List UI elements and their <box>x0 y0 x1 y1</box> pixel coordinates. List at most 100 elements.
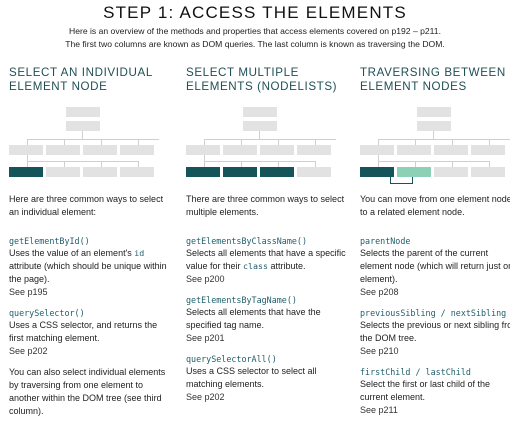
method-description: Uses the value of an element's id attrib… <box>9 248 167 284</box>
heading-line-2: ELEMENTS (NODELISTS) <box>186 80 338 93</box>
tree-node <box>186 167 220 177</box>
method-name: getElementById() <box>9 236 90 246</box>
method-item: getElementById() Uses the value of an el… <box>9 235 169 299</box>
tree-node <box>66 107 100 117</box>
intro-text: Here is an overview of the methods and p… <box>0 25 510 51</box>
tree-connector <box>101 161 102 167</box>
tree-connector <box>204 139 336 140</box>
tree-connector <box>378 161 489 162</box>
column-heading: SELECT MULTIPLE ELEMENTS (NODELISTS) <box>186 66 346 96</box>
tree-node <box>417 121 451 131</box>
tree-node <box>223 145 257 155</box>
method-name: getElementsByClassName() <box>186 236 308 246</box>
tree-node <box>360 145 394 155</box>
method-name: getElementsByTagName() <box>186 295 297 305</box>
tree-node <box>243 107 277 117</box>
tree-connector <box>204 161 315 162</box>
tree-connector <box>64 161 65 167</box>
tree-connector <box>452 139 453 145</box>
tree-node <box>223 167 257 177</box>
tree-node <box>120 167 154 177</box>
tree-node <box>397 167 431 177</box>
method-name: previousSibling / nextSibling <box>360 308 507 318</box>
tree-connector <box>278 161 279 167</box>
tree-connector <box>27 139 159 140</box>
traverse-arrow-icon <box>390 177 413 184</box>
tree-node <box>471 145 505 155</box>
tree-node <box>243 121 277 131</box>
tree-connector <box>27 161 28 167</box>
tree-connector <box>27 155 28 161</box>
tree-node <box>120 145 154 155</box>
tree-node <box>46 167 80 177</box>
method-name: querySelectorAll() <box>186 354 277 364</box>
method-description: Uses a CSS selector, and returns the fir… <box>9 320 158 343</box>
tree-node <box>434 145 468 155</box>
tree-connector <box>315 139 316 145</box>
method-item: getElementsByClassName() Selects all ele… <box>186 235 346 286</box>
tree-connector <box>27 161 138 162</box>
dom-tree-diagram <box>360 97 510 193</box>
heading-line-2: ELEMENT NODE <box>9 80 108 93</box>
tree-connector <box>415 139 416 145</box>
method-item: parentNode Selects the parent of the cur… <box>360 235 510 299</box>
page-reference: See p211 <box>360 405 398 415</box>
tree-connector <box>378 139 510 140</box>
tree-connector <box>101 139 102 145</box>
tree-connector <box>278 139 279 145</box>
page-reference: See p202 <box>186 392 225 402</box>
method-item: querySelectorAll() Uses a CSS selector t… <box>186 353 346 404</box>
method-description: Selects all elements that have the speci… <box>186 307 321 330</box>
intro-line-2: The first two columns are known as DOM q… <box>65 39 445 49</box>
tree-connector <box>315 161 316 167</box>
method-description: Select the first or last child of the cu… <box>360 379 491 402</box>
method-item: getElementsByTagName() Selects all eleme… <box>186 294 346 345</box>
page-reference: See p201 <box>186 333 225 343</box>
tree-connector <box>489 139 490 145</box>
tree-node <box>9 145 43 155</box>
tree-connector <box>204 139 205 145</box>
tree-node <box>186 145 220 155</box>
tree-connector <box>489 161 490 167</box>
column-lead: You can move from one element node to a … <box>360 194 510 217</box>
tree-connector <box>138 161 139 167</box>
tree-node <box>397 145 431 155</box>
tree-connector <box>452 161 453 167</box>
method-name: parentNode <box>360 236 411 246</box>
heading-line-1: SELECT MULTIPLE <box>186 66 299 79</box>
tree-connector <box>204 155 205 161</box>
column-lead: There are three common ways to select mu… <box>186 194 345 217</box>
tree-connector <box>82 131 83 139</box>
tree-node <box>66 121 100 131</box>
column-heading: SELECT AN INDIVIDUAL ELEMENT NODE <box>9 66 169 96</box>
intro-line-1: Here is an overview of the methods and p… <box>69 26 441 36</box>
tree-node <box>434 167 468 177</box>
page-reference: See p202 <box>9 346 48 356</box>
tree-node <box>46 145 80 155</box>
column-footer: You can also select individual elements … <box>9 367 166 416</box>
tree-connector <box>433 131 434 139</box>
tree-node <box>83 167 117 177</box>
tree-connector <box>378 139 379 145</box>
tree-node <box>297 167 331 177</box>
heading-line-1: SELECT AN INDIVIDUAL <box>9 66 153 79</box>
method-description: Selects the previous or next sibling fro… <box>360 320 510 343</box>
method-description: Selects the parent of the current elemen… <box>360 248 510 284</box>
column-individual: SELECT AN INDIVIDUAL ELEMENT NODE Here a… <box>9 66 169 426</box>
method-name: querySelector() <box>9 308 85 318</box>
method-item: firstChild / lastChild Select the first … <box>360 366 510 417</box>
tree-node <box>83 145 117 155</box>
heading-line-1: TRAVERSING BETWEEN <box>360 66 506 79</box>
tree-connector <box>378 155 379 161</box>
method-description: Selects all elements that have a specifi… <box>186 248 346 271</box>
dom-tree-diagram <box>9 97 159 193</box>
column-heading: TRAVERSING BETWEEN ELEMENT NODES <box>360 66 510 96</box>
method-name: firstChild / lastChild <box>360 367 471 377</box>
tree-node <box>360 167 394 177</box>
method-description: Uses a CSS selector to select all matchi… <box>186 366 317 389</box>
dom-tree-diagram <box>186 97 336 193</box>
page-reference: See p210 <box>360 346 399 356</box>
tree-connector <box>64 139 65 145</box>
column-lead: Here are three common ways to select an … <box>9 194 164 217</box>
tree-connector <box>27 139 28 145</box>
